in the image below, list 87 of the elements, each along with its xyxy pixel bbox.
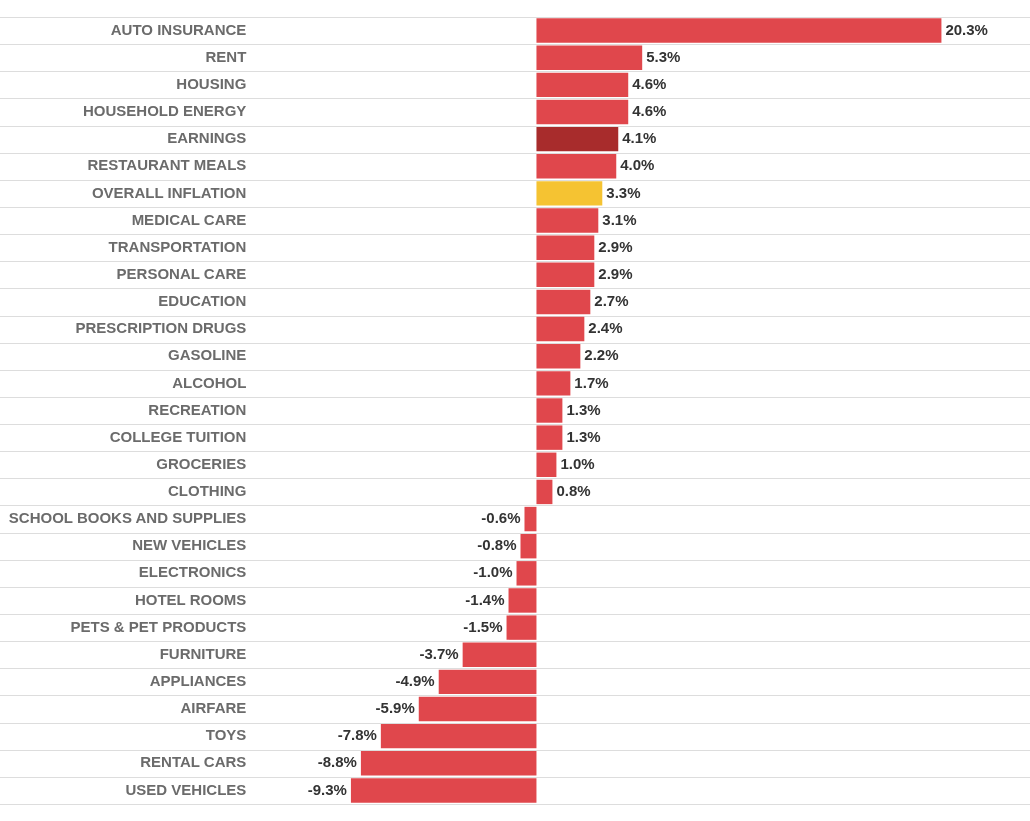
data-label: -0.6% <box>481 509 521 527</box>
data-label: 4.0% <box>620 156 655 174</box>
data-label: 0.8% <box>556 482 591 500</box>
y-tick-label: COLLEGE TUITION <box>109 427 247 445</box>
data-label: 2.9% <box>598 264 633 282</box>
y-tick-label: GROCERIES <box>156 454 247 472</box>
bar <box>508 588 537 613</box>
y-tick-label: AIRFARE <box>180 699 247 717</box>
data-label: 2.2% <box>584 346 619 364</box>
y-tick-label: TOYS <box>205 726 247 744</box>
y-tick-label: PETS & PET PRODUCTS <box>70 617 247 635</box>
data-label: 3.3% <box>606 183 641 201</box>
bar <box>536 154 617 179</box>
data-label: -1.4% <box>465 590 505 608</box>
bar <box>380 723 537 749</box>
bar <box>536 289 591 315</box>
y-tick-label: FURNITURE <box>159 644 247 662</box>
data-label: 1.7% <box>574 373 609 391</box>
data-label: 2.4% <box>588 319 623 337</box>
y-tick-label: HOTEL ROOMS <box>134 590 247 608</box>
y-tick-label: HOUSEHOLD ENERGY <box>83 102 247 120</box>
y-tick-label: RESTAURANT MEALS <box>87 156 247 174</box>
data-label: -4.9% <box>395 672 435 690</box>
data-label: -5.9% <box>375 699 415 717</box>
bar <box>418 696 537 722</box>
bar <box>360 751 537 776</box>
y-tick-label: PERSONAL CARE <box>116 264 247 282</box>
bar <box>536 99 629 125</box>
y-tick-label: SCHOOL BOOKS AND SUPPLIES <box>8 509 247 527</box>
bar <box>536 18 942 43</box>
data-label: 2.7% <box>594 292 629 310</box>
bar <box>536 316 585 342</box>
data-label: 1.3% <box>566 427 601 445</box>
data-label: 4.1% <box>622 129 657 147</box>
y-tick-label: APPLIANCES <box>149 672 247 690</box>
y-tick-label: GASOLINE <box>168 346 247 364</box>
y-tick-label: RECREATION <box>148 400 247 418</box>
data-label: -3.7% <box>419 644 459 662</box>
bar <box>536 452 557 477</box>
y-tick-label: OVERALL INFLATION <box>91 183 247 201</box>
data-label: -7.8% <box>337 726 377 744</box>
bar <box>520 533 537 559</box>
y-tick-label: ALCOHOL <box>172 373 247 391</box>
bar <box>536 126 619 152</box>
y-tick-label: PRESCRIPTION DRUGS <box>75 319 247 337</box>
bar <box>536 181 603 206</box>
bar <box>438 669 537 695</box>
y-tick-label: EARNINGS <box>167 129 247 147</box>
y-tick-label: RENTAL CARS <box>140 753 247 771</box>
bar <box>536 262 595 288</box>
bar <box>536 398 563 423</box>
data-label: -0.8% <box>477 536 517 554</box>
bar <box>524 506 537 532</box>
y-tick-label: HOUSING <box>176 74 247 92</box>
data-label: 3.1% <box>602 210 637 228</box>
data-label: 5.3% <box>646 47 681 65</box>
data-label: 20.3% <box>945 20 988 38</box>
bar <box>536 425 563 450</box>
data-label: 4.6% <box>632 74 667 92</box>
data-label: 2.9% <box>598 237 633 255</box>
y-tick-label: ELECTRONICS <box>138 563 247 581</box>
bar <box>506 615 537 640</box>
data-label: -9.3% <box>307 780 347 798</box>
data-label: -8.8% <box>317 753 357 771</box>
data-label: 4.6% <box>632 102 667 120</box>
bar <box>536 72 629 98</box>
y-tick-label: AUTO INSURANCE <box>110 20 247 38</box>
data-label: 1.3% <box>566 400 601 418</box>
y-tick-label: USED VEHICLES <box>125 780 247 798</box>
y-tick-label: RENT <box>205 47 247 65</box>
bar <box>350 778 537 803</box>
y-tick-label: EDUCATION <box>158 292 247 310</box>
y-tick-label: CLOTHING <box>168 482 247 500</box>
bar <box>462 642 537 667</box>
bar <box>516 561 537 586</box>
bar <box>536 45 643 70</box>
data-label: -1.5% <box>463 617 503 635</box>
bar <box>536 371 571 396</box>
data-label: -1.0% <box>473 563 513 581</box>
bar <box>536 208 599 233</box>
y-tick-label: TRANSPORTATION <box>108 237 247 255</box>
bar <box>536 479 553 505</box>
y-tick-label: NEW VEHICLES <box>132 536 247 554</box>
y-tick-label: MEDICAL CARE <box>131 210 247 228</box>
bar <box>536 235 595 260</box>
bar <box>536 344 581 369</box>
data-label: 1.0% <box>560 454 595 472</box>
